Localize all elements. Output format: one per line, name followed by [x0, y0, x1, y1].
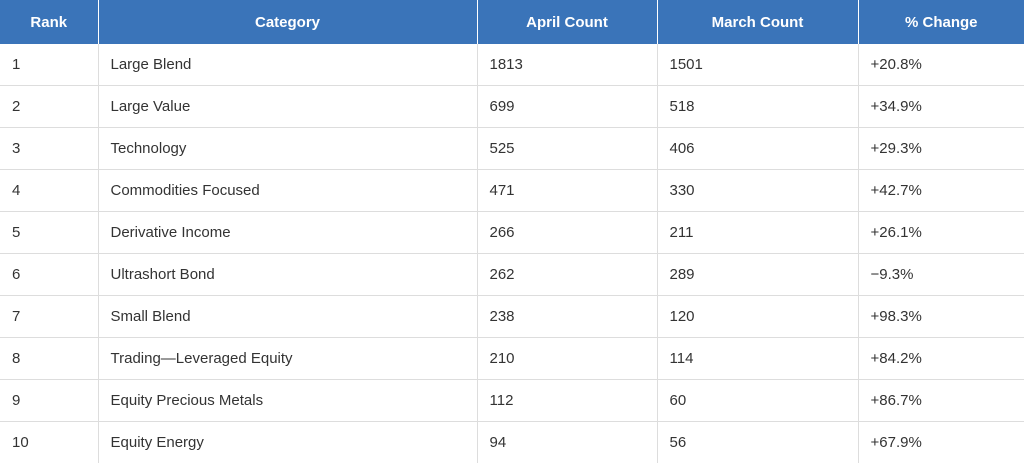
cell-percent-change: +34.9%	[858, 85, 1024, 128]
cell-april-count: 238	[477, 295, 658, 338]
cell-april-count: 699	[477, 85, 658, 128]
cell-rank: 6	[0, 253, 99, 296]
cell-april-count: 525	[477, 127, 658, 170]
table-row: 2 Large Value 699 518 +34.9%	[0, 85, 1024, 128]
cell-rank: 2	[0, 85, 99, 128]
cell-rank: 9	[0, 379, 99, 422]
cell-percent-change: +42.7%	[858, 169, 1024, 212]
cell-category: Ultrashort Bond	[98, 253, 478, 296]
cell-rank: 8	[0, 337, 99, 380]
cell-rank: 3	[0, 127, 99, 170]
cell-percent-change: +67.9%	[870, 434, 922, 451]
cell-percent-change: +29.3%	[858, 127, 1024, 170]
cell-category: Commodities Focused	[98, 169, 478, 212]
cell-category: Derivative Income	[98, 211, 478, 254]
cell-march-count: 120	[657, 295, 859, 338]
header-percent-change: % Change	[858, 0, 1024, 44]
cell-rank: 1	[0, 44, 99, 86]
cell-category: Large Value	[98, 85, 478, 128]
cell-april-count: 210	[477, 337, 658, 380]
table-row: 4 Commodities Focused 471 330 +42.7%	[0, 169, 1024, 212]
header-rank: Rank	[0, 0, 99, 44]
table-row: 5 Derivative Income 266 211 +26.1%	[0, 211, 1024, 254]
cell-march-count: 56	[657, 421, 859, 463]
cell-april-count: 471	[477, 169, 658, 212]
cell-march-count: 211	[657, 211, 859, 254]
cell-category: Small Blend	[98, 295, 478, 338]
header-march-count: March Count	[657, 0, 859, 44]
cell-march-count: 1501	[657, 44, 859, 86]
cell-march-count: 518	[657, 85, 859, 128]
table-row: 6 Ultrashort Bond 262 289 −9.3%	[0, 253, 1024, 296]
cell-april-count: 262	[477, 253, 658, 296]
cell-percent-change: +98.3%	[858, 295, 1024, 338]
cell-april-count: 1813	[477, 44, 658, 86]
cell-rank: 5	[0, 211, 99, 254]
table-row: 8 Trading—Leveraged Equity 210 114 +84.2…	[0, 337, 1024, 380]
cell-percent-change: +84.2%	[858, 337, 1024, 380]
cell-percent-change: +20.8%	[858, 44, 1024, 86]
cell-march-count: 289	[657, 253, 859, 296]
cell-rank: 7	[0, 295, 99, 338]
table-row: 7 Small Blend 238 120 +98.3%	[0, 295, 1024, 338]
cell-category: Equity Precious Metals	[98, 379, 478, 422]
table-row: 10 Equity Energy 94 56 +67.9%	[0, 421, 1024, 463]
header-category: Category	[98, 0, 478, 44]
cell-april-count: 266	[477, 211, 658, 254]
cell-march-count: 60	[657, 379, 859, 422]
cell-category: Technology	[98, 127, 478, 170]
cell-rank: 4	[0, 169, 99, 212]
cell-march-count: 330	[657, 169, 859, 212]
cell-percent-change: −9.3%	[858, 253, 1024, 296]
cell-category: Trading—Leveraged Equity	[98, 337, 478, 380]
table-row: 9 Equity Precious Metals 112 60 +86.7%	[0, 379, 1024, 422]
table-row: 3 Technology 525 406 +29.3%	[0, 127, 1024, 170]
cell-march-count: 114	[657, 337, 859, 380]
cell-rank: 10	[0, 421, 99, 463]
cell-april-count: 94	[477, 421, 658, 463]
header-april-count: April Count	[477, 0, 658, 44]
table-row: 1 Large Blend 1813 1501 +20.8%	[0, 44, 1024, 86]
header-row: Rank Category April Count March Count % …	[0, 0, 1024, 44]
cell-percent-change: +86.7%	[858, 379, 1024, 422]
cell-category: Large Blend	[98, 44, 478, 86]
cell-march-count: 406	[657, 127, 859, 170]
cell-category: Equity Energy	[98, 421, 478, 463]
cell-percent-change: +26.1%	[858, 211, 1024, 254]
cell-april-count: 112	[477, 379, 658, 422]
